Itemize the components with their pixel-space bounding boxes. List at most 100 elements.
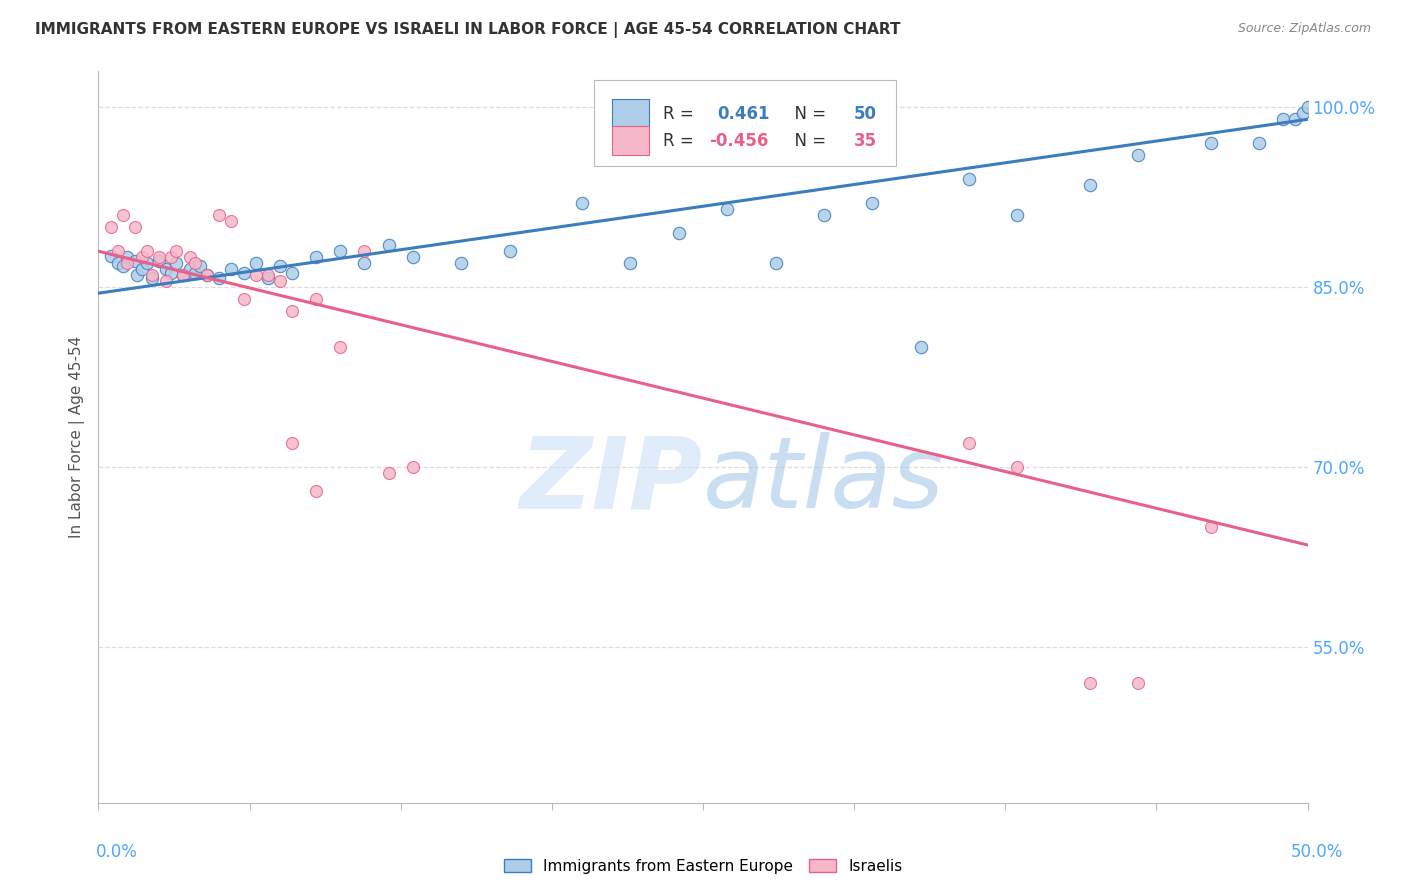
Point [179, 250, 201, 264]
Point [1078, 676, 1101, 690]
Point [377, 466, 399, 480]
Point [100, 220, 122, 235]
Point [179, 262, 201, 277]
Point [281, 436, 304, 450]
Point [256, 270, 278, 285]
Point [716, 202, 738, 217]
Point [571, 196, 593, 211]
Point [155, 262, 177, 277]
Point [165, 244, 187, 259]
Point [160, 266, 183, 280]
Point [957, 172, 980, 186]
Point [141, 270, 163, 285]
Point [256, 268, 278, 283]
Text: N =: N = [785, 132, 831, 150]
Point [221, 214, 243, 228]
Point [402, 460, 425, 475]
Point [957, 436, 980, 450]
Point [111, 259, 134, 273]
Point [281, 266, 304, 280]
Point [165, 256, 187, 270]
Point [107, 256, 129, 270]
Text: -0.456: -0.456 [709, 132, 769, 150]
Point [402, 250, 425, 264]
Point [184, 256, 207, 270]
Point [305, 292, 328, 306]
Point [148, 250, 170, 264]
Point [117, 250, 139, 264]
Point [450, 256, 472, 270]
Point [117, 256, 139, 270]
Point [245, 268, 267, 283]
FancyBboxPatch shape [613, 99, 648, 128]
Point [172, 268, 194, 283]
Point [1007, 208, 1029, 222]
Point [232, 266, 254, 280]
Legend: Immigrants from Eastern Europe, Israelis: Immigrants from Eastern Europe, Israelis [498, 853, 908, 880]
Point [329, 340, 352, 354]
Point [860, 196, 883, 211]
Point [305, 483, 328, 498]
Point [1296, 100, 1319, 114]
Point [329, 244, 352, 259]
Text: R =: R = [664, 132, 699, 150]
Point [377, 238, 399, 252]
Text: R =: R = [664, 105, 704, 123]
Point [1128, 148, 1150, 162]
Y-axis label: In Labor Force | Age 45-54: In Labor Force | Age 45-54 [69, 336, 86, 538]
Point [135, 244, 157, 259]
Point [269, 274, 291, 288]
Point [498, 244, 520, 259]
Text: 35: 35 [855, 132, 877, 150]
Point [195, 268, 218, 283]
FancyBboxPatch shape [613, 126, 648, 155]
Point [668, 226, 690, 240]
Point [1007, 460, 1029, 475]
Point [111, 208, 134, 222]
FancyBboxPatch shape [595, 80, 897, 167]
Point [141, 268, 163, 283]
Point [813, 208, 835, 222]
Point [160, 250, 183, 264]
Point [1249, 136, 1271, 151]
Point [1199, 520, 1222, 534]
Text: 0.0%: 0.0% [96, 843, 138, 861]
Point [1292, 106, 1315, 120]
Text: Source: ZipAtlas.com: Source: ZipAtlas.com [1237, 22, 1371, 36]
Point [353, 256, 375, 270]
Point [765, 256, 787, 270]
Point [1199, 136, 1222, 151]
Point [188, 259, 211, 273]
Point [107, 244, 129, 259]
Point [221, 262, 243, 277]
Point [208, 270, 231, 285]
Text: 0.461: 0.461 [717, 105, 770, 123]
Point [1284, 112, 1306, 127]
Point [184, 266, 207, 280]
Text: 50: 50 [855, 105, 877, 123]
Text: atlas: atlas [703, 433, 945, 530]
Point [910, 340, 932, 354]
Point [124, 253, 146, 268]
Point [127, 268, 149, 283]
Point [1128, 676, 1150, 690]
Point [1078, 178, 1101, 193]
Point [172, 268, 194, 283]
Point [232, 292, 254, 306]
Point [269, 259, 291, 273]
Point [131, 262, 153, 277]
Point [155, 274, 177, 288]
Point [131, 250, 153, 264]
Point [135, 256, 157, 270]
Text: IMMIGRANTS FROM EASTERN EUROPE VS ISRAELI IN LABOR FORCE | AGE 45-54 CORRELATION: IMMIGRANTS FROM EASTERN EUROPE VS ISRAEL… [35, 22, 901, 38]
Text: N =: N = [785, 105, 831, 123]
Point [353, 244, 375, 259]
Point [195, 268, 218, 283]
Point [619, 256, 641, 270]
Point [281, 304, 304, 318]
Point [100, 249, 122, 263]
Point [208, 208, 231, 222]
Point [148, 253, 170, 268]
Text: ZIP: ZIP [520, 433, 703, 530]
Text: 50.0%: 50.0% [1291, 843, 1343, 861]
